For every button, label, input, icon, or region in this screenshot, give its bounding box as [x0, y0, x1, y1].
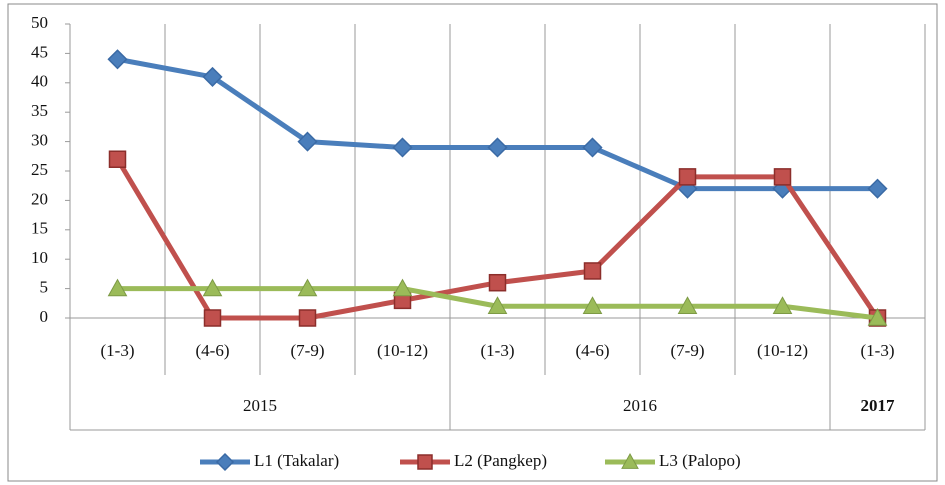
x-tick-label: (4-6) — [576, 341, 610, 360]
marker — [107, 278, 128, 297]
y-tick-label: 15 — [31, 219, 48, 238]
x-tick-label: (4-6) — [196, 341, 230, 360]
x-tick-label: (1-3) — [101, 341, 135, 360]
marker — [298, 309, 317, 327]
marker — [867, 178, 888, 199]
legend-label: L3 (Palopo) — [659, 451, 741, 470]
x-tick-label: (10-12) — [377, 341, 428, 360]
marker — [583, 262, 602, 280]
x-tick-label: (7-9) — [291, 341, 325, 360]
legend-marker — [215, 452, 235, 472]
marker — [488, 273, 507, 292]
marker — [678, 168, 697, 186]
marker — [202, 278, 223, 297]
legend-label: L2 (Pangkep) — [454, 451, 547, 470]
x-tick-label: (10-12) — [757, 341, 808, 360]
group-label: 2017 — [861, 396, 896, 415]
y-tick-label: 40 — [31, 72, 48, 91]
y-tick-label: 25 — [31, 160, 48, 179]
marker — [677, 296, 698, 314]
marker — [582, 137, 603, 158]
y-tick-label: 30 — [31, 131, 48, 150]
marker — [297, 278, 318, 297]
legend-marker — [621, 452, 639, 469]
y-tick-label: 45 — [31, 42, 48, 61]
group-label: 2015 — [243, 396, 277, 415]
x-tick-label: (1-3) — [861, 341, 895, 360]
marker — [582, 296, 603, 314]
marker — [297, 131, 318, 152]
y-tick-label: 35 — [31, 101, 48, 120]
marker — [392, 278, 413, 297]
marker — [107, 49, 128, 70]
group-label: 2016 — [623, 396, 657, 415]
marker — [867, 307, 888, 326]
y-tick-label: 5 — [40, 278, 49, 297]
marker — [202, 66, 223, 87]
y-tick-label: 20 — [31, 189, 48, 208]
marker — [203, 309, 222, 327]
x-tick-label: (7-9) — [671, 341, 705, 360]
marker — [108, 150, 127, 168]
legend-marker — [417, 454, 433, 470]
marker — [487, 296, 508, 314]
chart-frame — [7, 3, 938, 482]
marker — [392, 137, 413, 158]
marker — [487, 137, 508, 158]
marker — [773, 168, 792, 186]
y-tick-label: 50 — [31, 13, 48, 32]
marker — [772, 296, 793, 314]
legend-label: L1 (Takalar) — [254, 451, 339, 470]
x-tick-label: (1-3) — [481, 341, 515, 360]
y-tick-label: 10 — [31, 248, 48, 267]
y-tick-label: 0 — [40, 307, 49, 326]
